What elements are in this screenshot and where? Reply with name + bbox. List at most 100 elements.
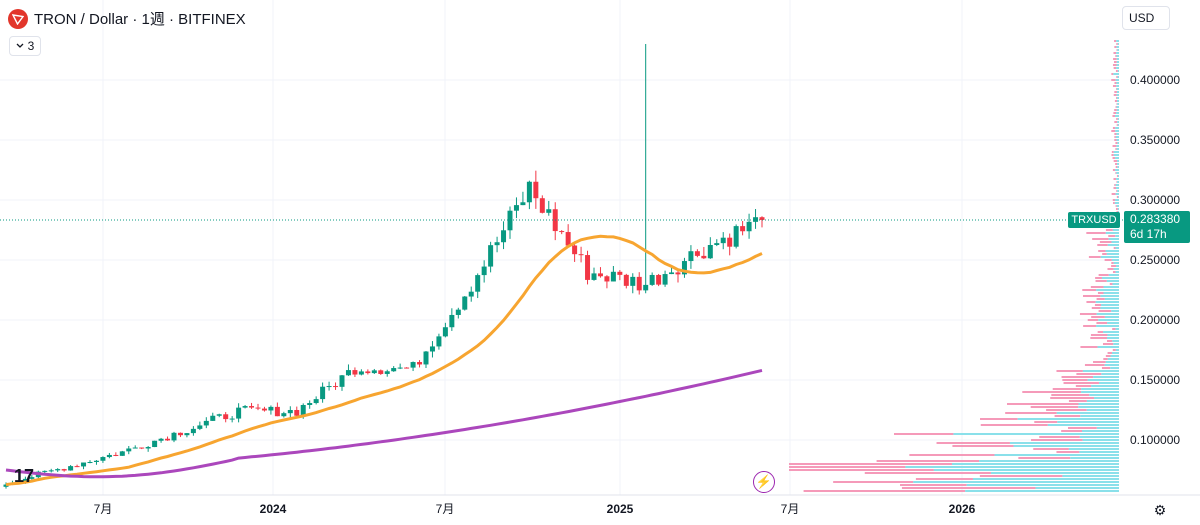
volume-profile-bar-up <box>1062 475 1119 477</box>
volume-profile-bar-up <box>1106 280 1119 282</box>
volume-profile-bar-down <box>833 481 914 483</box>
volume-profile-bar-down <box>1097 331 1104 333</box>
candle-body <box>165 438 171 441</box>
volume-profile-bar-down <box>1115 142 1118 144</box>
volume-profile-bar-down <box>1112 85 1117 87</box>
volume-profile-bar-down <box>1052 388 1082 390</box>
volume-profile-bar-down <box>1116 103 1118 105</box>
candle-body <box>649 274 655 285</box>
candle-body <box>623 274 629 286</box>
candle-body <box>397 367 403 369</box>
volume-profile-bar-down <box>1115 148 1117 150</box>
candle-body <box>106 454 112 458</box>
x-tick-label: 7月 <box>436 502 455 516</box>
candle-body <box>184 433 190 436</box>
volume-profile-bar-down <box>1098 310 1112 312</box>
tradingview-logo-icon[interactable]: 17 <box>14 466 35 486</box>
candle-body <box>333 386 339 388</box>
candle-body <box>22 478 28 483</box>
volume-profile-bar-up <box>990 472 1119 474</box>
candle-body <box>300 404 306 416</box>
volume-profile-bar-down <box>1102 343 1114 345</box>
volume-profile-bar-up <box>1056 412 1119 414</box>
candle-body <box>694 251 700 256</box>
volume-profile-bar-up <box>979 460 1119 462</box>
volume-profile-bar-down <box>1095 280 1107 282</box>
symbol-title[interactable]: TRON / Dollar · 1週 · BITFINEX <box>34 11 246 28</box>
volume-profile-bar-up <box>1035 487 1119 489</box>
volume-profile-bar-down <box>789 463 952 465</box>
volume-profile-bar-up <box>1107 358 1119 360</box>
indicator-count: 3 <box>27 39 35 53</box>
volume-profile-bar-down <box>1018 457 1071 459</box>
candle-body <box>268 406 274 411</box>
volume-profile-bar-up <box>1115 199 1119 201</box>
volume-profile-bar-down <box>1116 175 1118 177</box>
lightning-icon[interactable]: ⚡ <box>753 471 775 493</box>
volume-profile-bar-down <box>894 433 954 435</box>
volume-profile-bar-down <box>1068 400 1087 402</box>
volume-profile-bar-up <box>1115 127 1119 129</box>
volume-profile-bar-up <box>1117 163 1119 165</box>
volume-profile-bar-up <box>1111 310 1119 312</box>
volume-profile-bar-up <box>1116 58 1119 60</box>
candle-body <box>604 276 610 282</box>
volume-profile-bar-up <box>1117 124 1119 126</box>
bar-countdown: 6d 17h <box>1130 227 1167 241</box>
volume-profile-bar-down <box>1098 274 1109 276</box>
volume-profile-bar-up <box>1103 331 1119 333</box>
candle-body <box>119 451 125 456</box>
volume-profile-bar-down <box>1054 415 1081 417</box>
candle-body <box>287 409 293 414</box>
volume-profile-bar-down <box>1086 232 1106 234</box>
volume-profile-bar-up <box>1082 370 1119 372</box>
volume-profile-bar-down <box>1116 97 1118 99</box>
volume-profile-bar-up <box>1009 442 1119 444</box>
candle-body <box>455 309 461 315</box>
volume-profile-bar-up <box>1105 250 1119 252</box>
candle-body <box>753 217 759 222</box>
volume-profile-bar-down <box>1031 439 1083 441</box>
volume-profile-bar-down <box>1083 325 1097 327</box>
volume-profile-bar-down <box>1115 70 1118 72</box>
gear-icon[interactable]: ⚙ <box>1153 501 1167 518</box>
indicator-toggle-button[interactable]: 3 <box>9 36 41 56</box>
volume-profile-bar-up <box>1091 385 1119 387</box>
currency-button[interactable]: USD <box>1122 6 1170 30</box>
candle-body <box>126 448 132 452</box>
volume-profile-bar-up <box>1095 301 1119 303</box>
candle-body <box>501 230 507 243</box>
volume-profile-bar-down <box>1102 253 1107 255</box>
volume-profile-bar-down <box>1113 187 1117 189</box>
volume-profile-bar-up <box>1078 406 1119 408</box>
volume-profile-bar-down <box>1093 361 1106 363</box>
volume-profile-bar-down <box>1115 166 1118 168</box>
candle-body <box>29 477 35 479</box>
volume-profile-bar-up <box>1116 265 1119 267</box>
volume-profile-bar-up <box>1112 229 1119 231</box>
volume-profile-bar-down <box>1113 58 1117 60</box>
volume-profile-bar-up <box>1118 196 1119 198</box>
volume-profile-bar-down <box>1112 328 1116 330</box>
volume-profile-bar-up <box>965 490 1119 492</box>
candle-body <box>42 470 48 472</box>
candle-body <box>313 399 319 404</box>
volume-profile-bar-up <box>1116 139 1119 141</box>
volume-profile-bar-down <box>1095 277 1102 279</box>
volume-profile-bar-down <box>1079 313 1097 315</box>
volume-profile-bar-down <box>1103 358 1108 360</box>
volume-profile-bar-down <box>1082 295 1101 297</box>
volume-profile-bar-up <box>1103 286 1119 288</box>
volume-profile-bar-up <box>1116 82 1119 84</box>
volume-profile-bar-up <box>1116 61 1119 63</box>
candle-body <box>442 327 448 337</box>
volume-profile-bar-down <box>1111 265 1117 267</box>
volume-profile-bar-up <box>1115 79 1119 81</box>
volume-profile-bar-down <box>1113 52 1117 54</box>
volume-profile-bar-down <box>1112 349 1116 351</box>
volume-profile-bar-up <box>905 466 1119 468</box>
volume-profile-bar-down <box>1030 406 1079 408</box>
volume-profile-bar-down <box>1116 124 1118 126</box>
volume-profile-bar-down <box>1090 337 1108 339</box>
